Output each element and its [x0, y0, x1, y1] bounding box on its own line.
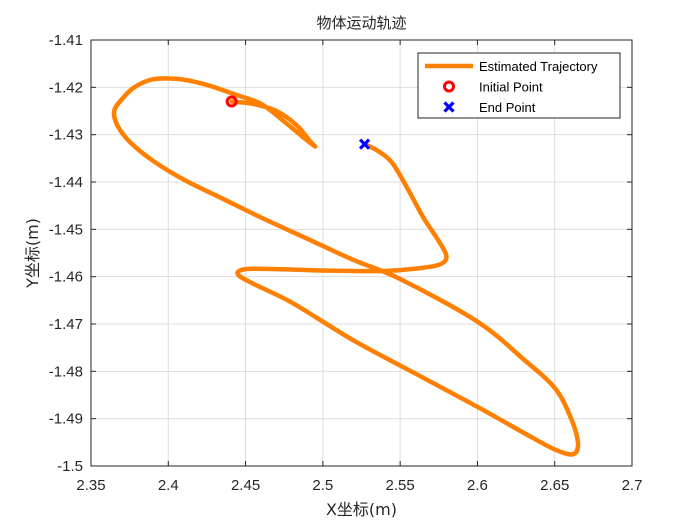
- y-tick-label: -1.46: [49, 269, 83, 286]
- y-tick-label: -1.42: [49, 79, 83, 96]
- y-tick-label: -1.48: [49, 363, 83, 380]
- legend-entry-label: End Point: [479, 100, 536, 115]
- x-tick-label: 2.7: [622, 477, 643, 494]
- y-axis-title: Y坐标(m): [23, 218, 42, 289]
- y-tick-label: -1.47: [49, 316, 83, 333]
- legend-entry-label: Estimated Trajectory: [479, 59, 598, 74]
- x-tick-label: 2.65: [540, 477, 569, 494]
- y-tick-label: -1.43: [49, 127, 83, 144]
- trajectory-line: [111, 76, 581, 457]
- x-tick-label: 2.45: [231, 477, 260, 494]
- y-tick-label: -1.44: [49, 174, 83, 191]
- initial-point-marker: [225, 95, 238, 108]
- x-axis-title: X坐标(m): [326, 500, 397, 519]
- x-tick-label: 2.55: [386, 477, 415, 494]
- ticks: 2.35 2.4 2.45 2.5 2.55 2.6 2.65 2.7 -1.41 -1.42 -1…: [49, 32, 643, 494]
- x-tick-label: 2.5: [312, 477, 333, 494]
- chart-title: 物体运动轨迹: [316, 14, 406, 32]
- axes-frame: [90, 39, 633, 467]
- y-tick-label: -1.5: [57, 458, 83, 475]
- data-layer: [111, 76, 581, 457]
- legend-entry-label: Initial Point: [479, 80, 543, 95]
- legend-end-marker: [443, 101, 455, 113]
- legend: Estimated Trajectory Initial Point End Poi…: [417, 52, 621, 119]
- x-tick-label: 2.35: [76, 477, 105, 494]
- x-tick-label: 2.6: [467, 477, 488, 494]
- x-tick-label: 2.4: [158, 477, 179, 494]
- y-tick-label: -1.45: [49, 221, 83, 238]
- end-point-marker: [358, 138, 371, 150]
- y-tick-label: -1.41: [49, 32, 83, 49]
- y-tick-label: -1.49: [49, 411, 83, 428]
- legend-initial-marker: [443, 80, 455, 93]
